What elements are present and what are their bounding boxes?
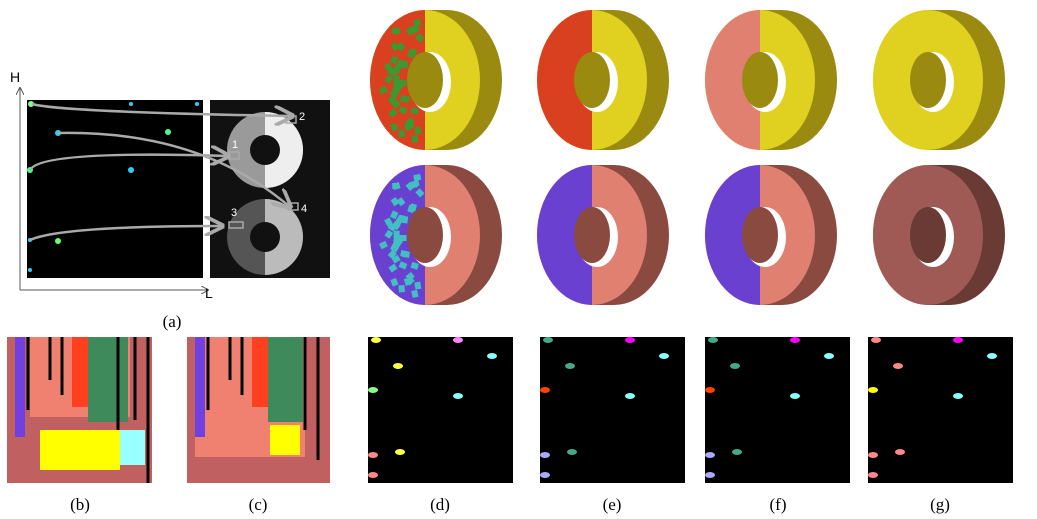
cluster-blob bbox=[625, 337, 635, 343]
panel-a: H L 1 2 3 4 bbox=[10, 69, 330, 301]
cluster-blob bbox=[705, 387, 715, 393]
cluster-blob bbox=[368, 452, 378, 458]
caption: (f) bbox=[770, 495, 787, 514]
cluster-blob bbox=[540, 387, 550, 393]
ring-hole bbox=[250, 222, 280, 252]
cluster-blob bbox=[705, 452, 715, 458]
cluster-blob bbox=[393, 363, 403, 369]
torus bbox=[873, 10, 1005, 150]
marker-label: 2 bbox=[299, 111, 305, 123]
speckle bbox=[414, 127, 421, 135]
speckle bbox=[398, 285, 405, 292]
caption: (g) bbox=[930, 495, 950, 514]
caption: (d) bbox=[430, 495, 450, 514]
cluster-blob bbox=[368, 472, 378, 478]
torus-hole-wall bbox=[407, 52, 443, 108]
cluster-blob bbox=[871, 337, 881, 343]
torus bbox=[705, 165, 837, 305]
caption: (c) bbox=[249, 495, 268, 514]
ring-hole bbox=[250, 135, 280, 165]
histogram-image bbox=[27, 100, 203, 278]
speckle bbox=[398, 215, 405, 223]
speckle bbox=[410, 181, 418, 188]
axis-label: H bbox=[10, 69, 20, 85]
torus-hole-wall bbox=[910, 207, 946, 263]
cluster-blob bbox=[543, 337, 553, 343]
cluster-blob bbox=[868, 472, 878, 478]
caption: (e) bbox=[603, 495, 622, 514]
torus-hole-wall bbox=[574, 52, 610, 108]
cluster-blob bbox=[790, 337, 800, 343]
cluster-blob bbox=[705, 472, 715, 478]
figure: H L 1 2 3 4 bbox=[0, 0, 1037, 519]
speckle bbox=[398, 130, 405, 137]
cluster-blob bbox=[565, 363, 575, 369]
torus bbox=[370, 165, 502, 305]
cluster-blob bbox=[868, 387, 878, 393]
cluster-blob bbox=[453, 393, 463, 399]
caption: (b) bbox=[70, 495, 90, 514]
cluster-blob bbox=[395, 449, 405, 455]
cluster-blob bbox=[540, 472, 550, 478]
cluster-blob bbox=[824, 353, 834, 359]
cluster-blob bbox=[708, 337, 718, 343]
speckle bbox=[392, 183, 399, 189]
cluster-blob bbox=[790, 393, 800, 399]
cluster-blob bbox=[453, 337, 463, 343]
torus-hole-wall bbox=[910, 52, 946, 108]
tori bbox=[370, 10, 1005, 305]
cluster-blob bbox=[868, 452, 878, 458]
torus bbox=[370, 10, 502, 150]
marker-label: 4 bbox=[301, 203, 307, 215]
torus bbox=[705, 10, 837, 150]
axis-label: L bbox=[205, 285, 213, 301]
panel-b bbox=[7, 337, 152, 483]
cluster-blob bbox=[953, 393, 963, 399]
speckle bbox=[398, 60, 405, 68]
cluster-blob bbox=[953, 337, 963, 343]
cluster-blob bbox=[625, 393, 635, 399]
cluster-blob bbox=[487, 353, 497, 359]
torus-hole-wall bbox=[742, 207, 778, 263]
caption: (a) bbox=[163, 312, 182, 331]
cluster-blob bbox=[659, 353, 669, 359]
speckle bbox=[410, 26, 418, 33]
marker-label: 1 bbox=[232, 139, 238, 151]
torus-hole-wall bbox=[407, 207, 443, 263]
cluster-blob bbox=[540, 452, 550, 458]
panel-c bbox=[187, 337, 330, 483]
cluster-blob bbox=[368, 387, 378, 393]
torus bbox=[537, 165, 669, 305]
cluster-blob bbox=[567, 449, 577, 455]
cluster-blob bbox=[893, 363, 903, 369]
cluster-blob bbox=[895, 449, 905, 455]
cluster-blob bbox=[371, 337, 381, 343]
speckle bbox=[393, 76, 399, 83]
cluster-blob bbox=[732, 449, 742, 455]
marker-label: 3 bbox=[231, 207, 237, 219]
torus bbox=[537, 10, 669, 150]
torus-hole-wall bbox=[574, 207, 610, 263]
cluster-images bbox=[368, 337, 1013, 483]
speckle bbox=[393, 231, 399, 238]
torus bbox=[873, 165, 1005, 305]
torus-hole-wall bbox=[742, 52, 778, 108]
speckle bbox=[392, 28, 399, 34]
cluster-blob bbox=[730, 363, 740, 369]
cluster-blob bbox=[987, 353, 997, 359]
speckle bbox=[414, 282, 421, 290]
